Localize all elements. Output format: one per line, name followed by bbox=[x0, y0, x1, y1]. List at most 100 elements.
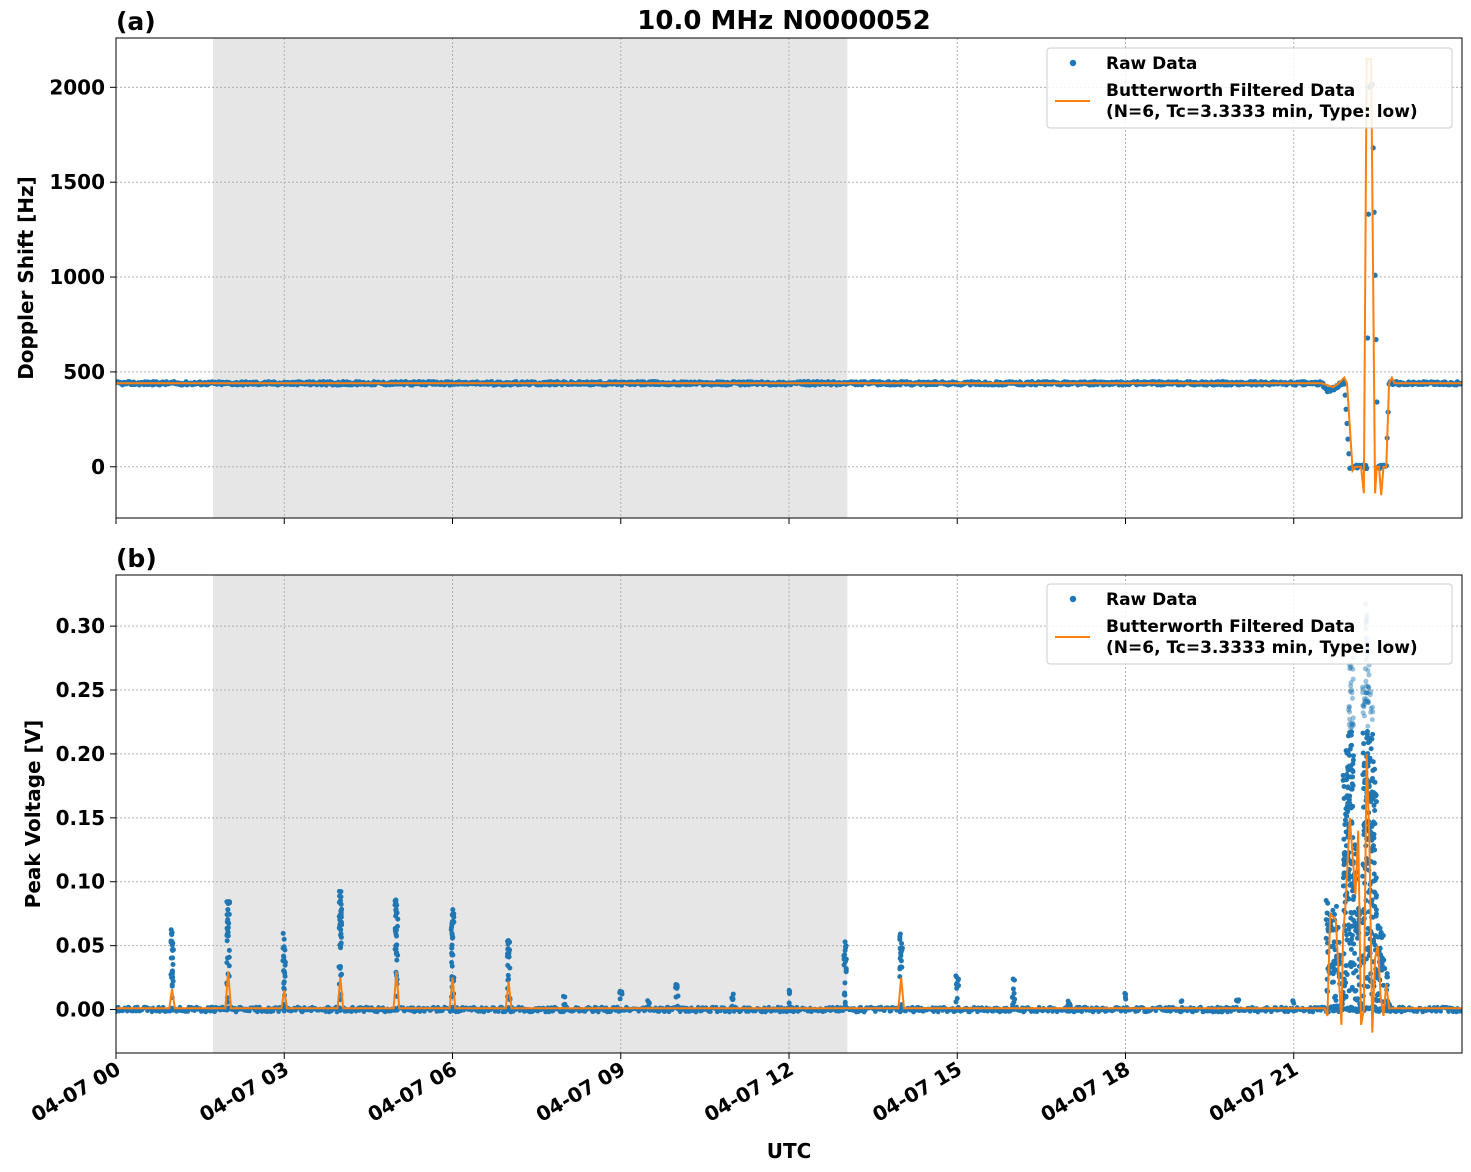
raw-data-point bbox=[393, 913, 399, 919]
raw-data-point bbox=[1361, 763, 1367, 769]
raw-data-point bbox=[1371, 835, 1377, 841]
raw-data-point bbox=[1368, 705, 1374, 711]
raw-data-point bbox=[1365, 984, 1371, 990]
raw-data-point bbox=[1361, 703, 1367, 709]
raw-data-point bbox=[1377, 925, 1383, 931]
raw-data-point bbox=[1349, 767, 1355, 773]
raw-data-point bbox=[1361, 701, 1367, 707]
raw-data-point bbox=[281, 980, 287, 986]
raw-data-point bbox=[212, 1009, 218, 1015]
raw-data-point bbox=[1349, 724, 1355, 730]
y-tick-label: 0.10 bbox=[56, 870, 105, 894]
raw-data-point bbox=[1365, 698, 1371, 704]
x-tick-label: 04-07 09 bbox=[532, 1057, 630, 1127]
legend-marker-raw-a bbox=[1069, 59, 1077, 67]
raw-data-point bbox=[1372, 766, 1378, 772]
legend-label-raw-b: Raw Data bbox=[1106, 590, 1197, 610]
raw-data-point bbox=[1370, 776, 1376, 782]
raw-data-point bbox=[1364, 690, 1370, 696]
raw-data-point bbox=[1361, 713, 1367, 719]
raw-data-point bbox=[1346, 797, 1352, 803]
x-tick-label: 04-07 00 bbox=[27, 1057, 125, 1127]
panel-a-label: (a) bbox=[116, 7, 156, 36]
raw-data-point bbox=[1350, 753, 1356, 759]
raw-data-point bbox=[1349, 936, 1355, 942]
raw-data-point bbox=[281, 954, 287, 960]
raw-data-point bbox=[897, 955, 903, 961]
raw-data-point bbox=[1350, 761, 1356, 767]
raw-data-point bbox=[280, 945, 286, 951]
raw-data-point bbox=[393, 897, 399, 903]
raw-data-point bbox=[225, 925, 231, 931]
raw-data-point bbox=[1349, 742, 1355, 748]
raw-data-point bbox=[336, 899, 342, 905]
raw-data-point bbox=[1346, 707, 1352, 713]
raw-data-point bbox=[1349, 695, 1355, 701]
raw-data-point bbox=[1369, 717, 1375, 723]
raw-data-point bbox=[1370, 759, 1376, 765]
raw-data-point bbox=[1362, 698, 1368, 704]
raw-data-point bbox=[225, 899, 231, 905]
raw-data-point bbox=[842, 939, 848, 945]
raw-data-point bbox=[224, 938, 230, 944]
raw-data-point bbox=[280, 930, 286, 936]
raw-data-point bbox=[1347, 716, 1353, 722]
raw-data-point bbox=[1349, 984, 1355, 990]
raw-data-point bbox=[842, 947, 848, 953]
raw-data-point bbox=[449, 952, 455, 958]
raw-data-point bbox=[1235, 998, 1241, 1004]
raw-data-point bbox=[1345, 436, 1351, 442]
raw-data-point bbox=[392, 902, 398, 908]
x-tick-label: 04-07 12 bbox=[700, 1057, 798, 1127]
raw-data-point bbox=[1065, 1002, 1071, 1008]
x-axis-label: UTC bbox=[767, 1139, 812, 1163]
raw-data-point bbox=[375, 1009, 380, 1015]
raw-data-point bbox=[1365, 700, 1371, 706]
raw-data-point bbox=[1355, 996, 1361, 1002]
raw-data-point bbox=[1360, 730, 1366, 736]
raw-data-point bbox=[1438, 1009, 1443, 1014]
raw-data-point bbox=[1344, 937, 1350, 943]
y-tick-label: 0.20 bbox=[56, 742, 105, 766]
raw-data-point bbox=[1370, 731, 1376, 737]
raw-data-point bbox=[1351, 893, 1357, 899]
y-tick-label: 500 bbox=[63, 360, 105, 384]
raw-data-point bbox=[224, 912, 230, 918]
raw-data-point bbox=[1350, 676, 1356, 682]
raw-data-point bbox=[1010, 1002, 1016, 1008]
raw-data-point bbox=[1329, 979, 1335, 985]
raw-data-point bbox=[560, 993, 566, 999]
y-ticks-a: 0 500 1000 1500 2000 bbox=[49, 75, 116, 479]
raw-data-point bbox=[1372, 808, 1378, 814]
raw-data-point bbox=[842, 999, 848, 1005]
raw-data-point bbox=[1366, 672, 1372, 678]
raw-data-point bbox=[730, 995, 736, 1001]
raw-data-point bbox=[617, 990, 623, 996]
raw-data-point bbox=[1348, 946, 1354, 952]
y-tick-label: 0.05 bbox=[56, 934, 105, 958]
raw-data-point bbox=[1367, 692, 1373, 698]
raw-data-point bbox=[888, 1008, 894, 1014]
raw-data-point bbox=[1323, 917, 1329, 923]
raw-data-point bbox=[337, 965, 343, 971]
raw-data-point bbox=[708, 1009, 713, 1014]
y-axis-label-b: Peak Voltage [V] bbox=[21, 720, 45, 909]
legend-a: Raw Data Butterworth Filtered Data (N=6,… bbox=[1046, 47, 1453, 129]
raw-data-point bbox=[1065, 998, 1071, 1004]
raw-data-point bbox=[1369, 704, 1375, 710]
raw-data-point bbox=[1342, 817, 1348, 823]
raw-data-point bbox=[1347, 704, 1353, 710]
raw-data-point bbox=[1373, 792, 1379, 798]
raw-data-point bbox=[1346, 752, 1352, 758]
raw-data-point bbox=[1371, 860, 1377, 866]
raw-data-point bbox=[1332, 947, 1338, 953]
raw-data-point bbox=[281, 968, 287, 974]
raw-data-point bbox=[505, 946, 511, 952]
raw-data-point bbox=[451, 914, 457, 920]
raw-data-point bbox=[843, 967, 849, 973]
raw-data-point bbox=[1353, 988, 1359, 994]
raw-data-point bbox=[394, 942, 400, 948]
raw-data-point bbox=[1365, 690, 1371, 696]
raw-data-point bbox=[1374, 992, 1380, 998]
